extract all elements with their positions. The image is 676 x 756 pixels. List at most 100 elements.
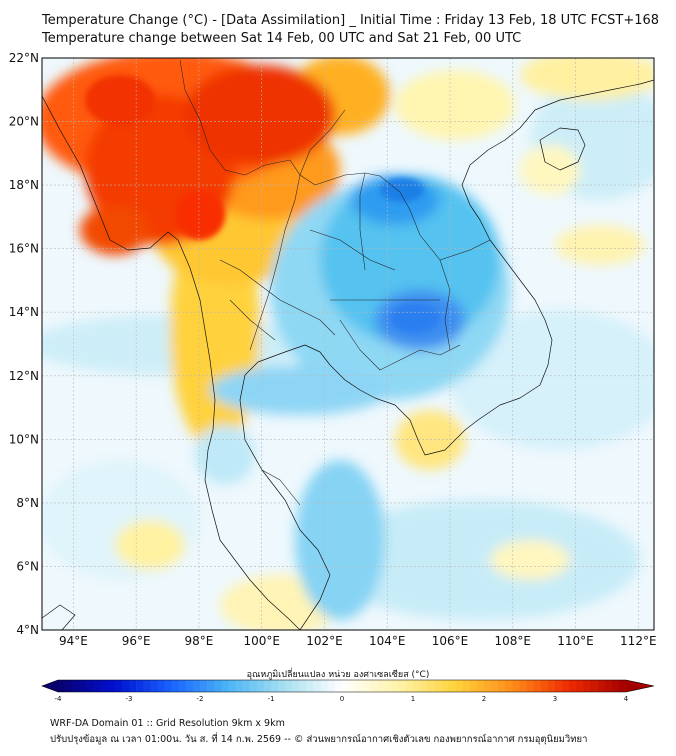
colorbar-segment <box>221 680 229 692</box>
colorbar-segment <box>484 680 492 692</box>
colorbar-segment <box>313 680 321 692</box>
colorbar-segment <box>363 680 371 692</box>
colorbar-max-arrow <box>626 680 654 692</box>
colorbar-segment <box>185 680 194 692</box>
lon-tick-label: 112°E <box>620 634 657 648</box>
colorbar-tick-label: 4 <box>624 695 629 703</box>
colorbar-segment <box>107 680 116 692</box>
colorbar-segment <box>150 680 158 692</box>
colorbar-segment <box>242 680 250 692</box>
colorbar-segment <box>285 680 293 692</box>
colorbar-segment <box>377 680 385 692</box>
colorbar-segment <box>370 680 378 692</box>
lat-tick-label: 16°N <box>9 242 39 256</box>
colorbar-segment <box>292 680 300 692</box>
colorbar-tick-label: 2 <box>482 695 486 703</box>
colorbar-segment <box>306 680 314 692</box>
lat-tick-label: 20°N <box>9 115 39 129</box>
colorbar-segment <box>505 680 513 692</box>
lat-tick-label: 22°N <box>9 51 39 65</box>
colorbar-segment <box>327 680 336 692</box>
map-title: Temperature Change (°C) - [Data Assimila… <box>42 13 660 28</box>
colorbar-segment <box>65 680 73 692</box>
colorbar-segment <box>192 680 201 692</box>
colorbar-segment <box>79 680 87 692</box>
colorbar-segment <box>349 680 357 692</box>
colorbar-segment <box>405 680 414 692</box>
colorbar-segment <box>72 680 80 692</box>
colorbar-tick-label: 0 <box>340 695 344 703</box>
colorbar-segment <box>434 680 442 692</box>
colorbar-segment <box>583 680 591 692</box>
colorbar-title: อุณหภูมิเปลี่ยนแปลง หน่วย องศาเซลเซียส (… <box>246 670 430 680</box>
colorbar-segment <box>143 680 151 692</box>
colorbar-segment <box>469 680 478 692</box>
lat-tick-label: 10°N <box>9 432 39 446</box>
colorbar-segment <box>533 680 542 692</box>
colorbar-segment <box>498 680 506 692</box>
colorbar-frame <box>41 679 655 693</box>
lon-tick-label: 102°E <box>306 634 343 648</box>
map-subtitle: Temperature change between Sat 14 Feb, 0… <box>42 31 522 46</box>
colorbar-segment <box>114 680 123 692</box>
colorbar-segment <box>611 680 620 692</box>
colorbar-tick-label: 1 <box>411 695 415 703</box>
colorbar-segment <box>58 680 66 692</box>
lon-tick-label: 94°E <box>59 634 88 648</box>
colorbar-segment <box>618 680 627 692</box>
colorbar: -4 -3 -2 -1 0 1 2 3 4 <box>41 679 655 703</box>
colorbar-segment <box>235 680 243 692</box>
colorbar-segment <box>391 680 400 692</box>
lon-tick-label: 106°E <box>432 634 469 648</box>
colorbar-segment <box>320 680 329 692</box>
colorbar-tick-label: -4 <box>55 695 63 703</box>
colorbar-segment <box>413 680 421 692</box>
colorbar-segment <box>334 680 343 692</box>
colorbar-segment <box>200 680 208 692</box>
colorbar-segment <box>299 680 307 692</box>
colorbar-segment <box>93 680 101 692</box>
temperature-field <box>42 58 654 630</box>
colorbar-segment <box>256 680 265 692</box>
colorbar-segment <box>597 680 605 692</box>
colorbar-segment <box>164 680 172 692</box>
colorbar-tick-label: -3 <box>126 695 133 703</box>
colorbar-segment <box>384 680 392 692</box>
colorbar-segment <box>512 680 520 692</box>
colorbar-segment <box>398 680 407 692</box>
colorbar-segment <box>271 680 279 692</box>
lon-tick-label: 108°E <box>495 634 532 648</box>
colorbar-tick-label: 3 <box>553 695 557 703</box>
colorbar-segment <box>178 680 187 692</box>
lat-tick-label: 8°N <box>16 496 39 510</box>
lat-tick-label: 18°N <box>9 178 39 192</box>
colorbar-segment <box>562 680 570 692</box>
colorbar-segment <box>342 680 350 692</box>
lon-tick-label: 100°E <box>243 634 280 648</box>
colorbar-segment <box>100 680 108 692</box>
lon-tick-label: 110°E <box>557 634 594 648</box>
colorbar-segment <box>526 680 534 692</box>
colorbar-segment <box>278 680 286 692</box>
colorbar-segment <box>462 680 471 692</box>
colorbar-segment <box>476 680 485 692</box>
colorbar-segment <box>121 680 130 692</box>
colorbar-segment <box>604 680 613 692</box>
lat-tick-label: 6°N <box>16 559 39 573</box>
footer-credit: ปรับปรุงข้อมูล ณ เวลา 01:00น. วัน ส. ที่… <box>50 734 588 745</box>
coastlines <box>42 79 654 630</box>
colorbar-segment <box>540 680 549 692</box>
colorbar-segment <box>214 680 222 692</box>
footer-model-info: WRF-DA Domain 01 :: Grid Resolution 9km … <box>50 718 285 729</box>
colorbar-segment <box>576 680 584 692</box>
colorbar-segment <box>249 680 258 692</box>
colorbar-segment <box>441 680 449 692</box>
colorbar-segment <box>207 680 215 692</box>
colorbar-segment <box>448 680 456 692</box>
colorbar-segment <box>455 680 463 692</box>
colorbar-segment <box>547 680 556 692</box>
colorbar-segment <box>420 680 428 692</box>
lon-tick-label: 104°E <box>369 634 406 648</box>
colorbar-segment <box>263 680 272 692</box>
